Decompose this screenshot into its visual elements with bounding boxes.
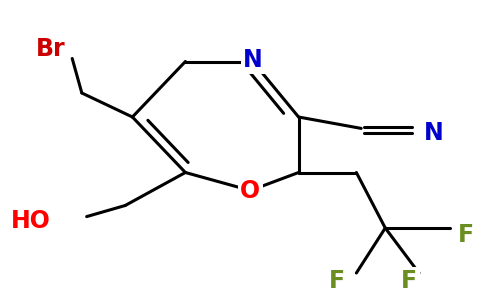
Text: N: N (243, 48, 263, 72)
Text: N: N (424, 122, 443, 146)
Text: Br: Br (36, 38, 65, 62)
Text: N: N (424, 122, 443, 146)
Text: N: N (243, 48, 263, 72)
Text: F: F (457, 224, 474, 248)
Text: F: F (401, 269, 417, 293)
Text: HO: HO (11, 208, 50, 232)
Text: F: F (329, 269, 345, 293)
Text: Br: Br (36, 38, 65, 62)
Text: F: F (329, 269, 345, 293)
Text: O: O (241, 178, 260, 203)
Text: O: O (241, 178, 260, 203)
Text: HO: HO (11, 208, 50, 232)
Text: F: F (401, 269, 417, 293)
Text: F: F (457, 224, 474, 248)
